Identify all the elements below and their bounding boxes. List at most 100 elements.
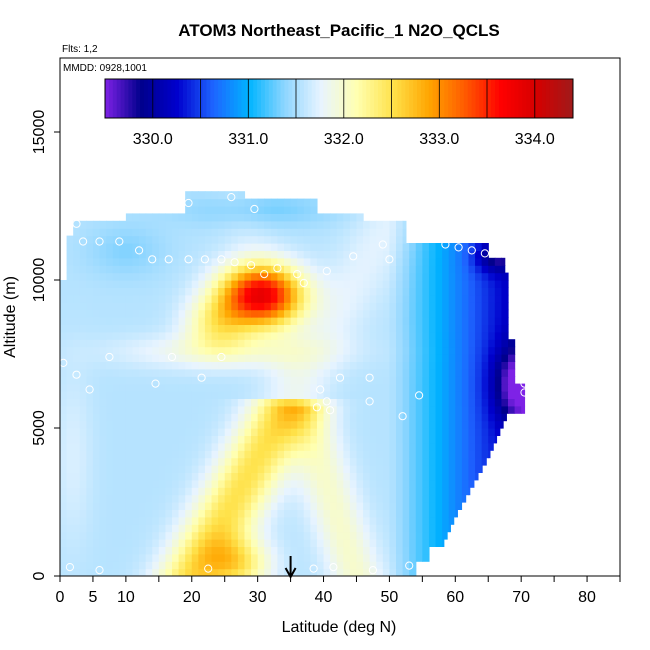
heat-cell bbox=[290, 405, 298, 414]
heat-cell bbox=[316, 354, 325, 362]
heat-cell bbox=[73, 524, 81, 533]
heat-cell bbox=[224, 420, 232, 429]
heat-cell bbox=[237, 383, 246, 392]
heat-cell bbox=[336, 287, 344, 296]
heat-cell bbox=[237, 294, 246, 303]
heat-cell bbox=[152, 553, 160, 562]
heat-cell bbox=[468, 420, 476, 429]
heat-cell bbox=[415, 472, 423, 481]
heat-cell bbox=[165, 302, 173, 311]
heat-cell bbox=[211, 561, 219, 570]
heat-cell bbox=[132, 272, 140, 281]
heat-cell bbox=[158, 294, 167, 303]
heat-cell bbox=[402, 568, 410, 576]
heat-cell bbox=[323, 450, 331, 459]
heat-cell bbox=[73, 339, 81, 348]
heat-cell bbox=[92, 457, 101, 466]
heat-cell bbox=[475, 317, 483, 325]
heat-cell bbox=[376, 220, 384, 229]
heat-cell bbox=[442, 257, 450, 266]
heat-cell bbox=[369, 494, 377, 503]
heat-cell bbox=[60, 531, 68, 540]
heat-cell bbox=[442, 420, 450, 429]
heat-cell bbox=[119, 524, 127, 533]
heat-cell bbox=[132, 465, 140, 473]
heat-cell bbox=[270, 206, 279, 214]
heat-cell bbox=[356, 524, 364, 533]
heat-cell bbox=[468, 435, 476, 444]
heat-cell bbox=[86, 568, 94, 576]
heat-cell bbox=[231, 213, 239, 222]
heat-cell bbox=[455, 398, 463, 407]
heat-cell bbox=[86, 509, 94, 518]
heat-cell bbox=[336, 376, 344, 385]
heat-cell bbox=[409, 376, 417, 385]
heat-cell bbox=[198, 546, 206, 555]
heat-cell bbox=[152, 309, 160, 318]
heat-cell bbox=[402, 442, 410, 451]
heat-cell bbox=[185, 317, 193, 325]
heat-cell bbox=[343, 272, 351, 281]
heat-cell bbox=[297, 368, 305, 377]
heat-cell bbox=[270, 317, 279, 325]
heat-cell bbox=[172, 361, 180, 370]
heat-cell bbox=[488, 339, 496, 348]
heat-cell bbox=[79, 331, 87, 340]
heat-cell bbox=[461, 309, 470, 318]
heat-cell bbox=[251, 361, 259, 370]
heat-cell bbox=[270, 294, 279, 303]
heat-cell bbox=[455, 324, 463, 333]
heat-cell bbox=[191, 368, 199, 377]
heat-cell bbox=[218, 213, 226, 222]
heat-cell bbox=[382, 235, 391, 244]
y-tick-label: 15000 bbox=[31, 110, 48, 155]
heat-cell bbox=[73, 257, 81, 266]
heat-cell bbox=[251, 287, 259, 296]
heat-cell bbox=[185, 509, 193, 518]
heat-cell bbox=[244, 272, 252, 281]
heat-cell bbox=[231, 457, 239, 466]
heat-cell bbox=[79, 457, 87, 466]
heat-cell bbox=[428, 442, 437, 451]
heat-cell bbox=[139, 413, 147, 422]
heat-cell bbox=[448, 354, 456, 362]
heat-cell bbox=[488, 265, 496, 274]
heat-cell bbox=[415, 435, 423, 444]
heat-cell bbox=[448, 509, 456, 518]
heat-cell bbox=[132, 472, 140, 481]
heat-cell bbox=[106, 265, 114, 274]
heat-cell bbox=[409, 420, 417, 429]
heat-cell bbox=[409, 257, 417, 266]
heat-cell bbox=[257, 257, 265, 266]
heat-cell bbox=[349, 420, 358, 429]
heat-cell bbox=[152, 509, 160, 518]
heat-cell bbox=[198, 494, 206, 503]
heat-cell bbox=[349, 502, 358, 510]
heat-cell bbox=[270, 287, 279, 296]
heat-cell bbox=[277, 287, 285, 296]
heat-cell bbox=[211, 405, 219, 414]
heat-cell bbox=[237, 361, 246, 370]
colorbar-segment bbox=[120, 79, 125, 118]
heat-cell bbox=[218, 539, 226, 547]
heat-cell bbox=[356, 213, 364, 222]
heat-cell bbox=[86, 516, 94, 525]
heat-cell bbox=[402, 280, 410, 288]
heat-cell bbox=[481, 391, 489, 399]
heat-cell bbox=[310, 524, 318, 533]
heat-cell bbox=[468, 376, 476, 385]
heat-cell bbox=[488, 346, 496, 355]
heat-cell bbox=[382, 243, 391, 251]
heat-cell bbox=[389, 376, 397, 385]
heat-cell bbox=[356, 487, 364, 496]
heat-cell bbox=[86, 420, 94, 429]
heat-cell bbox=[323, 280, 331, 288]
heat-cell bbox=[119, 509, 127, 518]
heat-cell bbox=[455, 346, 463, 355]
heat-cell bbox=[428, 376, 437, 385]
heat-cell bbox=[310, 546, 318, 555]
heat-cell bbox=[204, 339, 213, 348]
heat-cell bbox=[330, 553, 338, 562]
heat-cell bbox=[264, 516, 272, 525]
